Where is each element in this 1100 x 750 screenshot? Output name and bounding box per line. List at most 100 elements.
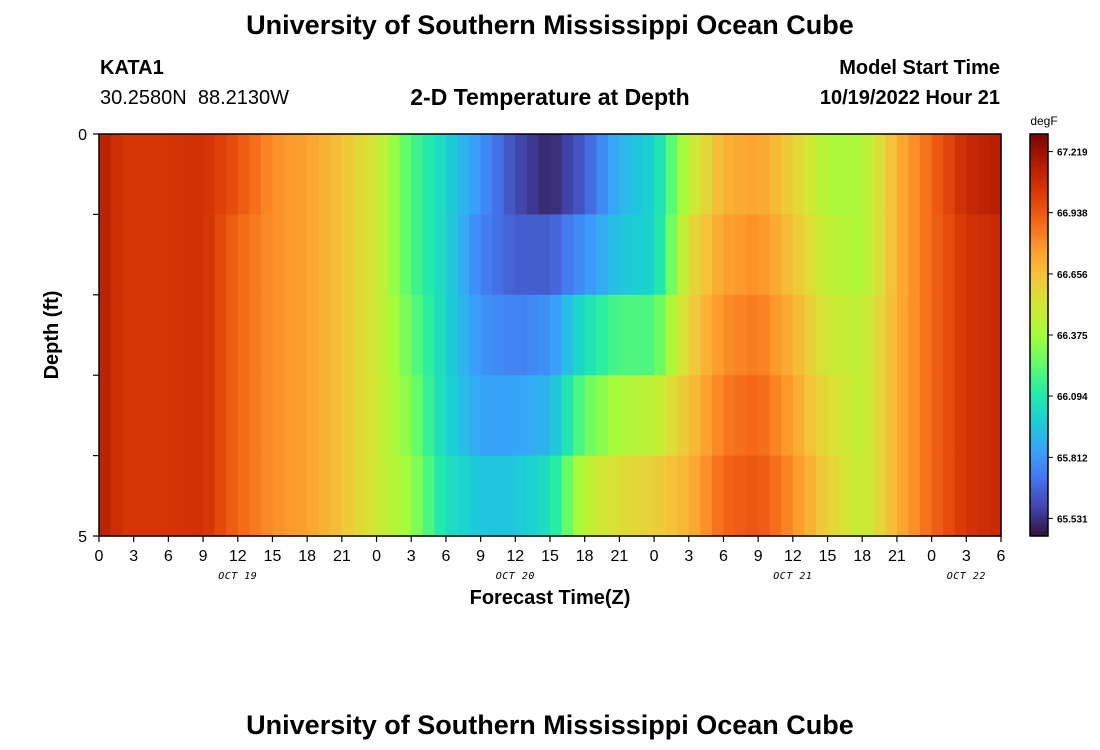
heatmap-cell — [804, 134, 817, 215]
heatmap-cell — [191, 375, 204, 457]
heatmap-cell — [642, 134, 655, 215]
heatmap-cell — [445, 375, 459, 457]
heatmap-cell — [353, 214, 366, 296]
heatmap-cell — [168, 134, 181, 215]
heatmap-cell — [272, 294, 285, 376]
heatmap-cell — [607, 455, 620, 537]
heatmap-cell — [700, 214, 713, 296]
heatmap-cell — [388, 134, 401, 215]
heatmap-cell — [723, 375, 736, 457]
date-label: OCT 19 — [218, 571, 257, 582]
heatmap-cell — [353, 455, 366, 537]
heatmap-cell — [411, 455, 424, 537]
heatmap-cell — [850, 294, 863, 376]
heatmap-cell — [550, 294, 563, 376]
heatmap-cell — [943, 375, 956, 457]
heatmap-cell — [607, 294, 620, 376]
heatmap-cell — [862, 455, 875, 537]
heatmap-cell — [908, 455, 921, 537]
heatmap-cell — [619, 375, 632, 457]
heatmap-cell — [792, 294, 806, 376]
heatmap-cell — [538, 214, 551, 296]
heatmap-cell — [711, 134, 725, 215]
heatmap-cell — [260, 455, 274, 537]
heatmap-cell — [492, 134, 505, 215]
heatmap-cell — [827, 455, 840, 537]
heatmap-cell — [203, 455, 216, 537]
heatmap-cell — [596, 294, 609, 376]
heatmap-cell — [330, 134, 343, 215]
heatmap-cell — [607, 214, 620, 296]
heatmap-cell — [168, 294, 181, 376]
heatmap-cell — [307, 294, 320, 376]
heatmap-cell — [145, 375, 158, 457]
heatmap-cell — [388, 375, 401, 457]
heatmap-cell — [307, 214, 320, 296]
heatmap-cell — [434, 455, 447, 537]
heatmap-cell — [445, 455, 459, 537]
heatmap-cell — [330, 294, 343, 376]
heatmap-cell — [226, 214, 239, 296]
heatmap-cell — [781, 455, 794, 537]
heatmap-cell — [735, 134, 748, 215]
heatmap-cell — [480, 294, 493, 376]
heatmap-cell — [376, 294, 389, 376]
x-tick-label: 0 — [927, 548, 936, 565]
heatmap-cell — [550, 455, 563, 537]
heatmap-cell — [457, 375, 470, 457]
heatmap-cell — [445, 294, 459, 376]
heatmap-cell — [920, 214, 933, 296]
heatmap-cell — [920, 294, 933, 376]
heatmap-cell — [284, 455, 297, 537]
heatmap-cell — [931, 214, 944, 296]
x-tick-label: 12 — [506, 548, 524, 565]
heatmap-cell — [700, 294, 713, 376]
heatmap-cell — [966, 375, 979, 457]
heatmap-cell — [122, 294, 135, 376]
heatmap-cell — [573, 294, 586, 376]
heatmap-cell — [642, 294, 655, 376]
heatmap-cell — [896, 214, 910, 296]
colorbar-tick-label: 65.531 — [1057, 514, 1088, 525]
heatmap-cell — [596, 134, 609, 215]
heatmap-cell — [226, 134, 239, 215]
heatmap-cell — [561, 375, 574, 457]
heatmap-cell — [896, 455, 910, 537]
heatmap-cell — [203, 134, 216, 215]
heatmap-cell — [538, 455, 551, 537]
x-tick-label: 9 — [199, 548, 208, 565]
heatmap-cell — [977, 294, 991, 376]
heatmap-cell — [711, 455, 725, 537]
heatmap-cell — [307, 455, 320, 537]
colorbar-tick-label: 66.094 — [1057, 392, 1088, 403]
heatmap-cell — [376, 134, 389, 215]
heatmap-cell — [538, 294, 551, 376]
x-tick-label: 18 — [576, 548, 594, 565]
heatmap-cell — [411, 375, 424, 457]
heatmap-cell — [908, 375, 921, 457]
heatmap-cell — [191, 455, 204, 537]
heatmap-cell — [885, 134, 898, 215]
heatmap-cell — [318, 455, 331, 537]
heatmap-cell — [584, 134, 597, 215]
heatmap-cell — [445, 214, 459, 296]
heatmap-cell — [515, 294, 528, 376]
heatmap-cell — [156, 294, 169, 376]
heatmap-cell — [388, 214, 401, 296]
heatmap-cell — [677, 214, 690, 296]
heatmap-cell — [619, 134, 632, 215]
heatmap-cell — [284, 375, 297, 457]
heatmap-cell — [723, 214, 736, 296]
heatmap-cell — [584, 214, 597, 296]
heatmap-cell — [422, 134, 435, 215]
date-label: OCT 20 — [496, 571, 535, 582]
heatmap-cell — [711, 214, 725, 296]
heatmap-cell — [746, 455, 759, 537]
heatmap-cell — [781, 294, 794, 376]
heatmap-cell — [584, 294, 597, 376]
heatmap-cell — [260, 214, 274, 296]
heatmap-cell — [122, 455, 135, 537]
heatmap-cell — [815, 214, 829, 296]
heatmap-cell — [873, 214, 886, 296]
